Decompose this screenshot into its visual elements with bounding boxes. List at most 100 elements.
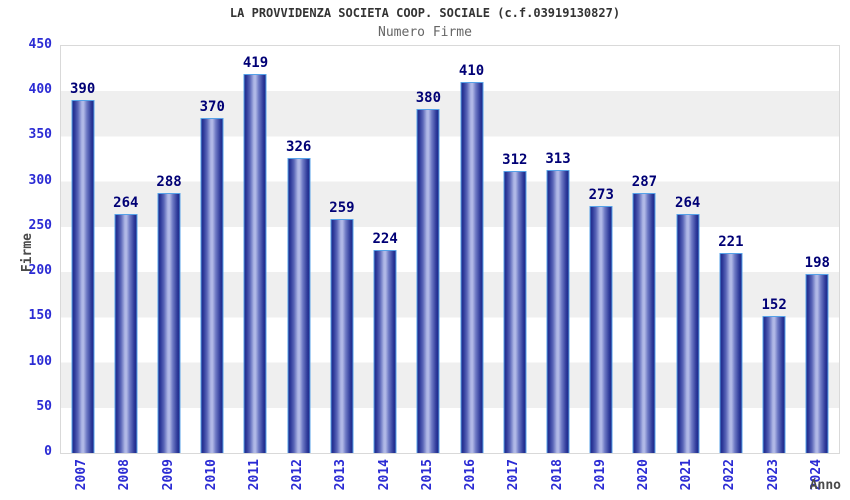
y-tick-label: 50	[36, 398, 52, 414]
x-tick: 2009	[146, 459, 189, 499]
bar-column: 224	[364, 46, 407, 453]
x-axis-title: Anno	[809, 478, 841, 493]
bar-value-label: 224	[372, 231, 398, 248]
x-tick: 2022	[708, 459, 751, 499]
bar-column: 287	[623, 46, 666, 453]
bar	[546, 169, 570, 453]
bar-column: 221	[709, 46, 752, 453]
bar-column: 273	[580, 46, 623, 453]
bar-value-label: 264	[113, 195, 139, 212]
bar-value-label: 410	[458, 63, 485, 80]
bar	[416, 109, 440, 453]
bar-column: 410	[450, 46, 493, 453]
bar-column: 259	[320, 46, 363, 453]
x-tick-label: 2014	[376, 459, 392, 491]
bar	[460, 82, 484, 453]
bar	[114, 214, 138, 453]
bar	[676, 214, 700, 453]
bar-column: 288	[147, 46, 190, 453]
x-tick-label: 2022	[722, 459, 738, 491]
bar-column: 198	[796, 46, 839, 453]
x-tick: 2012	[276, 459, 319, 499]
x-tick: 2008	[103, 459, 146, 499]
bar-value-label: 221	[718, 234, 744, 251]
x-tick: 2015	[406, 459, 449, 499]
plot-area: 390 264 288 370 419 326 259 224 380 410 312 313 273 2…	[60, 45, 840, 454]
bar	[805, 273, 829, 453]
bar-value-label: 264	[675, 195, 701, 212]
bar-value-label: 380	[415, 90, 442, 107]
bar	[503, 170, 527, 453]
bar-value-label: 370	[199, 99, 225, 116]
y-axis: 0 50 100 150 200 250 300 350 400 450	[0, 37, 52, 459]
bar-column: 419	[234, 46, 277, 453]
bar-value-label: 273	[588, 187, 614, 204]
x-tick: 2019	[579, 459, 622, 499]
y-tick-label: 450	[28, 37, 52, 52]
x-tick-label: 2012	[290, 459, 306, 491]
bar-value-label: 326	[286, 139, 312, 156]
bar	[200, 118, 224, 453]
bar-value-label: 152	[761, 296, 787, 313]
x-tick: 2023	[752, 459, 795, 499]
bar	[287, 158, 311, 453]
x-tick: 2020	[622, 459, 665, 499]
x-tick-label: 2011	[246, 459, 262, 491]
bar	[719, 253, 743, 453]
bar	[157, 192, 181, 453]
bar-value-label: 312	[502, 151, 528, 168]
x-tick-label: 2008	[117, 459, 133, 491]
x-tick-label: 2017	[506, 459, 522, 491]
bar	[243, 74, 267, 453]
x-tick-label: 2021	[679, 459, 695, 491]
x-tick: 2017	[492, 459, 535, 499]
x-tick: 2010	[190, 459, 233, 499]
x-tick-label: 2016	[463, 459, 479, 491]
bar-column: 380	[407, 46, 450, 453]
bar-column: 390	[61, 46, 104, 453]
bar	[330, 218, 354, 453]
y-tick-label: 200	[28, 263, 52, 279]
bar	[589, 206, 613, 453]
bar-column: 152	[753, 46, 796, 453]
bar-value-label: 198	[804, 254, 830, 271]
x-tick: 2016	[449, 459, 492, 499]
bar-column: 264	[104, 46, 147, 453]
x-tick: 2007	[60, 459, 103, 499]
x-tick-label: 2018	[549, 459, 565, 491]
y-tick-label: 400	[28, 82, 52, 98]
chart-subtitle: Numero Firme	[378, 25, 472, 40]
bar-value-label: 419	[242, 55, 269, 72]
x-tick: 2021	[665, 459, 708, 499]
bar-value-label: 259	[329, 199, 355, 216]
x-tick-label: 2007	[74, 459, 90, 491]
bar-column: 312	[493, 46, 536, 453]
x-tick: 2014	[363, 459, 406, 499]
y-tick-label: 250	[28, 217, 52, 233]
bar-column: 326	[277, 46, 320, 453]
x-tick-label: 2015	[419, 459, 435, 491]
bar	[373, 250, 397, 453]
bar	[632, 193, 656, 453]
y-tick-label: 100	[28, 353, 52, 369]
bar-column: 313	[536, 46, 579, 453]
x-tick-label: 2020	[635, 459, 651, 491]
x-tick-label: 2010	[203, 459, 219, 491]
bar-value-label: 287	[631, 174, 658, 191]
x-tick-label: 2009	[160, 459, 176, 491]
x-tick-label: 2023	[765, 459, 781, 491]
x-tick: 2011	[233, 459, 276, 499]
y-tick-label: 0	[44, 444, 52, 459]
y-tick-label: 300	[28, 172, 52, 188]
bar-column: 370	[191, 46, 234, 453]
y-tick-label: 150	[28, 308, 52, 324]
x-tick: 2018	[535, 459, 578, 499]
bar-value-label: 390	[69, 81, 96, 98]
y-tick-label: 350	[28, 127, 52, 143]
x-tick-label: 2019	[592, 459, 608, 491]
chart-title: LA PROVVIDENZA SOCIETA COOP. SOCIALE (c.…	[229, 6, 621, 20]
x-tick: 2013	[319, 459, 362, 499]
bar-value-label: 313	[545, 150, 571, 167]
bar-value-label: 288	[156, 173, 182, 190]
bar-column: 264	[666, 46, 709, 453]
